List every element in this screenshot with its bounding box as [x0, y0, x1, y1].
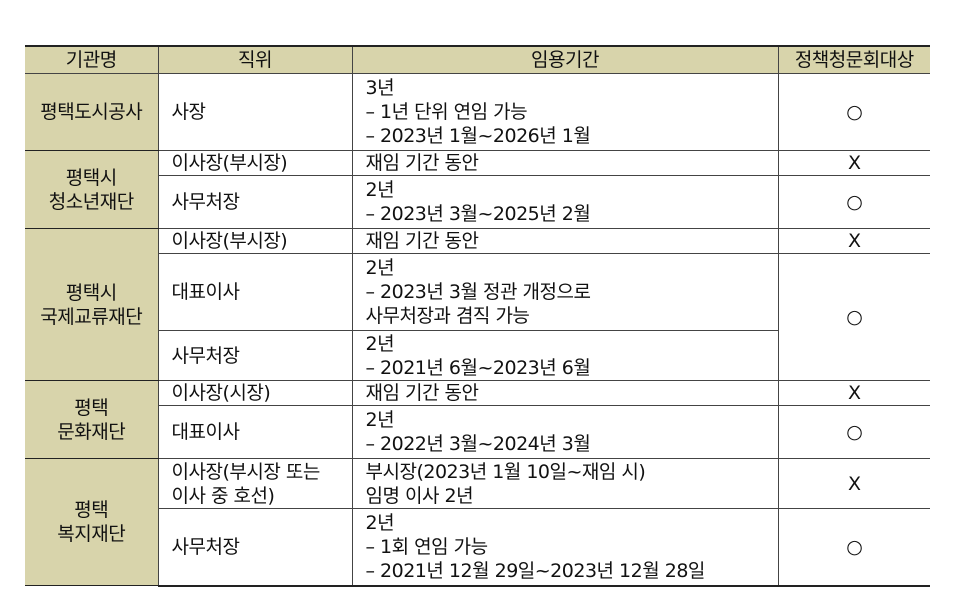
table-row: 사무처장 2년 – 2021년 6월~2023년 6월: [25, 330, 930, 381]
hearing-target-mark: X: [777, 380, 930, 406]
text-line: – 2022년 3월~2024년 3월: [365, 433, 591, 455]
text-line: – 2023년 1월~2026년 1월: [365, 125, 591, 147]
text-line: 임명 이사 2년: [365, 484, 474, 507]
period-cell: 2년 – 2023년 3월 정관 개정으로 사무처장과 겸직 가능: [351, 253, 779, 331]
text-line: 2년: [365, 179, 395, 201]
period-cell: 2년 – 2021년 6월~2023년 6월: [351, 330, 778, 381]
period-cell: 2년 – 2023년 3월~2025년 2월: [351, 175, 779, 229]
hearing-target-mark: X: [777, 458, 930, 509]
text-line: 이사장(부시장): [171, 230, 288, 252]
period-cell: 3년 – 1년 단위 연임 가능 – 2023년 1월~2026년 1월: [351, 73, 779, 151]
text-line: – 2021년 6월~2023년 6월: [365, 356, 591, 379]
header-org: 기관명: [25, 45, 159, 74]
table-row: 평택 문화재단 이사장(시장) 재임 기간 동안 X: [25, 380, 930, 459]
text-line: – 2023년 3월~2025년 2월: [365, 203, 591, 225]
text-line: 이사장(부시장): [171, 152, 288, 174]
period-cell: 재임 기간 동안: [351, 380, 779, 406]
text-line: 평택시: [65, 281, 117, 304]
text-line: 대표이사: [171, 281, 240, 303]
table-row: 대표이사 2년 – 2022년 3월~2024년 3월 ○: [25, 405, 930, 459]
text-line: 2년: [365, 409, 395, 431]
org-name-cell: 평택 문화재단: [25, 380, 159, 459]
text-line: 2년: [365, 257, 395, 279]
hearing-target-mark: X: [777, 228, 930, 254]
text-line: 사무처장: [171, 344, 240, 367]
hearing-target-mark: ○: [777, 253, 930, 381]
hearing-target-mark: ○: [777, 73, 930, 151]
position-cell: 이사장(부시장): [157, 150, 353, 176]
text-line: 국제교류재단: [40, 305, 143, 328]
text-line: 대표이사: [171, 421, 240, 443]
header-hearing-target: 정책청문회대상: [777, 45, 930, 74]
position-cell: 대표이사: [158, 405, 353, 459]
org-name-cell: 평택시 청소년재단: [25, 150, 159, 229]
period-cell: 2년 – 2022년 3월~2024년 3월: [351, 405, 779, 459]
hearing-target-mark: X: [777, 150, 930, 176]
position-cell: 이사장(시장): [157, 380, 353, 406]
text-line: 평택: [74, 396, 109, 419]
position-cell: 이사장(부시장 또는 이사 중 호선): [157, 458, 353, 509]
table-row: 사무처장 2년 – 1회 연임 가능 – 2021년 12월 29일~2023년 12…: [25, 508, 930, 587]
position-cell: 대표이사: [158, 253, 353, 331]
text-line: – 1회 연임 가능: [365, 535, 489, 558]
header-period: 임용기간: [351, 45, 779, 74]
text-line: – 2021년 12월 29일~2023년 12월 28일: [365, 559, 706, 582]
text-line: – 2023년 3월 정관 개정으로: [365, 281, 591, 303]
text-line: 2년: [365, 332, 395, 355]
table-row: 대표이사 2년 – 2023년 3월 정관 개정으로 사무처장과 겸직 가능 ○: [25, 253, 930, 381]
text-line: 이사 중 호선): [171, 484, 275, 507]
hearing-target-mark: ○: [777, 508, 930, 587]
text-line: 재임 기간 동안: [365, 382, 479, 404]
text-line: 평택: [74, 499, 109, 521]
org-name-cell: 평택시 국제교류재단: [25, 228, 159, 381]
period-cell: 2년 – 1회 연임 가능 – 2021년 12월 29일~2023년 12월 28…: [351, 508, 779, 587]
period-cell: 재임 기간 동안: [351, 150, 779, 176]
text-line: 이사장(부시장 또는: [171, 460, 321, 483]
text-line: 평택시: [65, 166, 117, 189]
period-cell: 부시장(2023년 1월 10일~재임 시) 임명 이사 2년: [351, 458, 779, 509]
period-cell: 재임 기간 동안: [351, 228, 779, 254]
hearing-target-mark: ○: [777, 175, 930, 229]
position-cell: 사무처장: [158, 330, 353, 381]
table-row: 사무처장 2년 – 2023년 3월~2025년 2월 ○: [25, 175, 930, 229]
text-line: 부시장(2023년 1월 10일~재임 시): [365, 460, 646, 483]
text-line: 재임 기간 동안: [365, 230, 479, 252]
header-row: 기관명 직위 임용기간 정책청문회대상: [25, 45, 930, 74]
text-line: 문화재단: [57, 420, 126, 443]
text-line: 평택도시공사: [40, 101, 143, 123]
text-line: 사장: [171, 101, 206, 123]
position-cell: 사장: [157, 73, 353, 151]
org-name-cell: 평택 복지재단: [25, 458, 159, 586]
hearing-target-mark: ○: [777, 405, 930, 459]
text-line: 사무처장과 겸직 가능: [365, 305, 530, 327]
text-line: – 1년 단위 연임 가능: [365, 101, 528, 123]
position-cell: 사무처장: [158, 508, 353, 587]
position-cell: 이사장(부시장): [157, 228, 353, 254]
table-body: 평택도시공사 사장 3년 – 1년 단위 연임 가능 – 2023년 1월~2026년 …: [25, 73, 930, 587]
table-row: 평택 복지재단 이사장(부시장 또는 이사 중 호선) 부시장(2023년 1월 10일…: [25, 458, 930, 586]
text-line: 재임 기간 동안: [365, 152, 479, 174]
appointment-table: 기관명 직위 임용기간 정책청문회대상 평택도시공사 사장 3년 – 1년 단위 연임…: [25, 45, 930, 587]
text-line: 사무처장: [171, 535, 240, 558]
text-line: 청소년재단: [48, 190, 134, 213]
table-row: 평택시 청소년재단 이사장(부시장) 재임 기간 동안 X: [25, 150, 930, 229]
header-position: 직위: [157, 45, 353, 74]
text-line: 복지재단: [57, 523, 126, 545]
text-line: 사무처장: [171, 191, 240, 213]
position-cell: 사무처장: [158, 175, 353, 229]
org-name-cell: 평택도시공사: [25, 73, 159, 151]
text-line: 3년: [365, 77, 395, 99]
text-line: 이사장(시장): [171, 382, 271, 404]
table-row: 평택도시공사 사장 3년 – 1년 단위 연임 가능 – 2023년 1월~2026년 …: [25, 73, 930, 151]
table-row: 평택시 국제교류재단 이사장(부시장) 재임 기간 동안 X: [25, 228, 930, 381]
text-line: 2년: [365, 511, 395, 534]
